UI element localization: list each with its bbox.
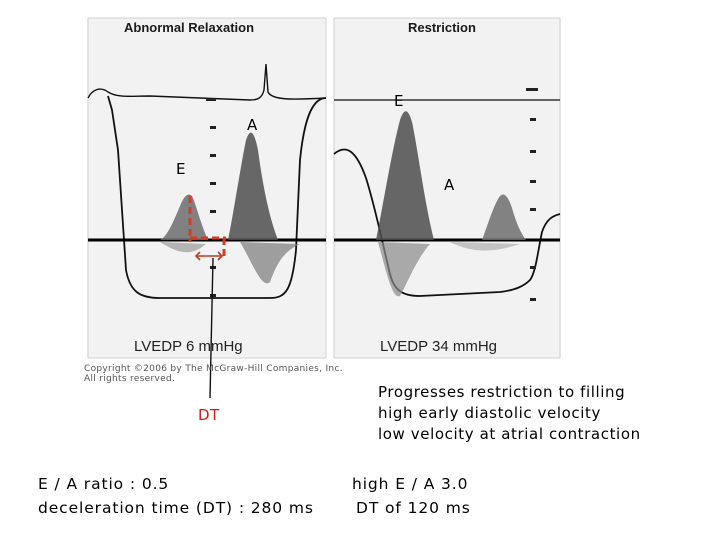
left-label-a: A <box>247 116 258 134</box>
abnormal-relaxation-stats: E / A ratio : 0.5 deceleration time (DT)… <box>38 472 314 520</box>
right-a-wave <box>482 194 526 240</box>
left-lvedp-label: LVEDP 6 mmHg <box>134 338 243 355</box>
note-line-3: low velocity at atrial contraction <box>378 425 641 443</box>
right-e-wave <box>376 111 434 240</box>
dt-label: DT <box>198 406 220 424</box>
restriction-stats: high E / A 3.0 DT of 120 ms <box>352 472 471 520</box>
right-pressure-trace <box>333 148 561 297</box>
left-panel <box>87 17 327 359</box>
left-panel-title: Abnormal Relaxation <box>124 20 255 35</box>
left-ecg-trace <box>87 63 327 101</box>
note-line-2: high early diastolic velocity <box>378 404 601 422</box>
dt-annotation <box>188 196 226 399</box>
left-a-wave <box>228 132 278 240</box>
copyright-notice: Copyright ©2006 by The McGraw-Hill Compa… <box>84 364 343 384</box>
right-scale-marks <box>526 88 538 301</box>
ea-ratio-text: E / A ratio : 0.5 <box>38 475 170 493</box>
right-label-e: E <box>394 92 404 110</box>
left-e-wave <box>160 194 208 240</box>
right-lvedp-label: LVEDP 34 mmHg <box>380 338 497 355</box>
restriction-notes: Progresses restriction to filling high e… <box>378 382 641 445</box>
copyright-line-1: Copyright ©2006 by The McGraw-Hill Compa… <box>84 364 343 374</box>
deceleration-time-text: deceleration time (DT) : 280 ms <box>38 499 314 517</box>
note-line-1: Progresses restriction to filling <box>378 383 626 401</box>
doppler-figure <box>87 17 561 399</box>
copyright-line-2: All rights reserved. <box>84 374 176 384</box>
left-pressure-trace <box>107 95 327 299</box>
right-panel-title: Restriction <box>408 20 476 35</box>
left-label-e: E <box>176 160 186 178</box>
right-panel <box>333 17 561 359</box>
high-ea-text: high E / A 3.0 <box>352 475 469 493</box>
right-label-a: A <box>444 176 455 194</box>
dt-value-text: DT of 120 ms <box>356 499 471 517</box>
